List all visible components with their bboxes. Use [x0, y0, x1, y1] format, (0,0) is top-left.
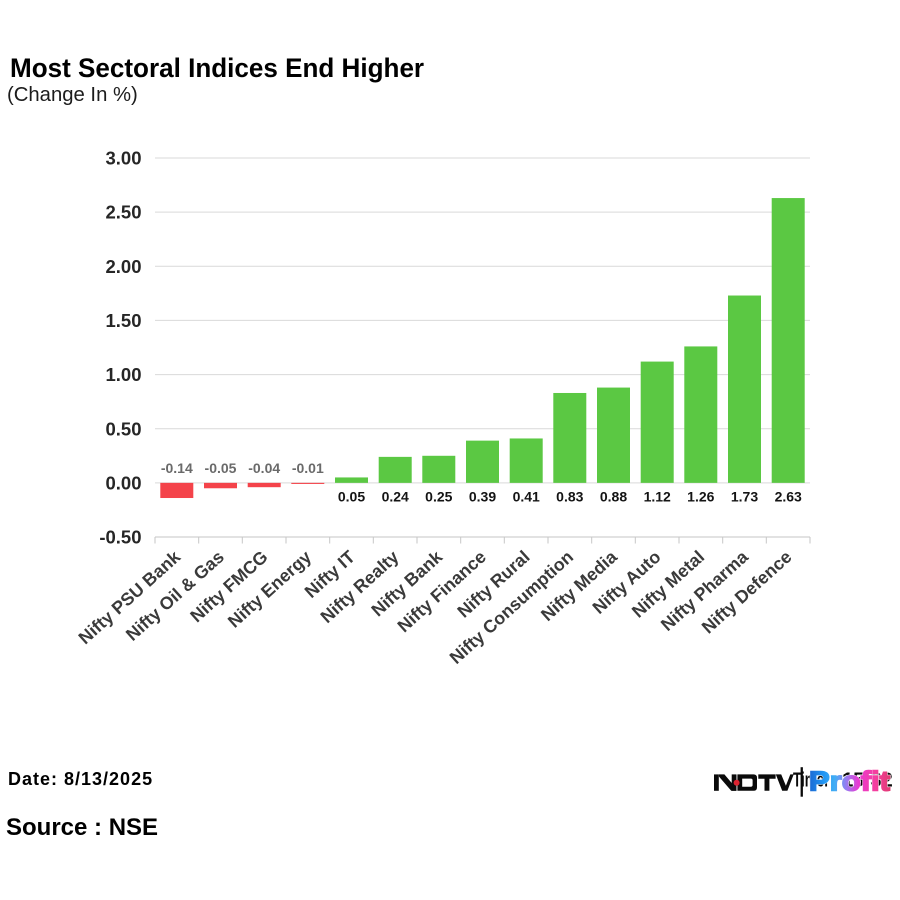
- svg-text:-0.04: -0.04: [248, 460, 280, 476]
- svg-text:0.50: 0.50: [105, 418, 141, 439]
- svg-text:2.50: 2.50: [105, 202, 141, 223]
- svg-text:0.88: 0.88: [600, 488, 627, 504]
- svg-text:1.50: 1.50: [105, 310, 141, 331]
- svg-text:15:32: 15:32: [842, 769, 892, 792]
- svg-text:Profit: Profit: [809, 766, 890, 797]
- svg-text:0.41: 0.41: [513, 488, 540, 504]
- svg-text:0.05: 0.05: [338, 488, 365, 504]
- svg-text:0.25: 0.25: [425, 488, 452, 504]
- svg-text:Profit: Profit: [809, 766, 890, 797]
- svg-text:0.83: 0.83: [556, 488, 583, 504]
- svg-text:3.00: 3.00: [105, 148, 141, 169]
- svg-text:-0.05: -0.05: [205, 460, 237, 476]
- svg-text:0.39: 0.39: [469, 488, 496, 504]
- svg-text:-0.14: -0.14: [161, 460, 193, 476]
- svg-text:-0.50: -0.50: [99, 527, 141, 548]
- svg-text:0.24: 0.24: [382, 488, 409, 504]
- svg-text:1.12: 1.12: [644, 488, 671, 504]
- svg-text:2.00: 2.00: [105, 256, 141, 277]
- svg-text:1.73: 1.73: [731, 488, 758, 504]
- svg-text:1.00: 1.00: [105, 364, 141, 385]
- svg-text:1.26: 1.26: [687, 488, 714, 504]
- svg-text:-0.01: -0.01: [292, 460, 324, 476]
- svg-text:2.63: 2.63: [775, 488, 802, 504]
- svg-text:0.00: 0.00: [105, 473, 141, 494]
